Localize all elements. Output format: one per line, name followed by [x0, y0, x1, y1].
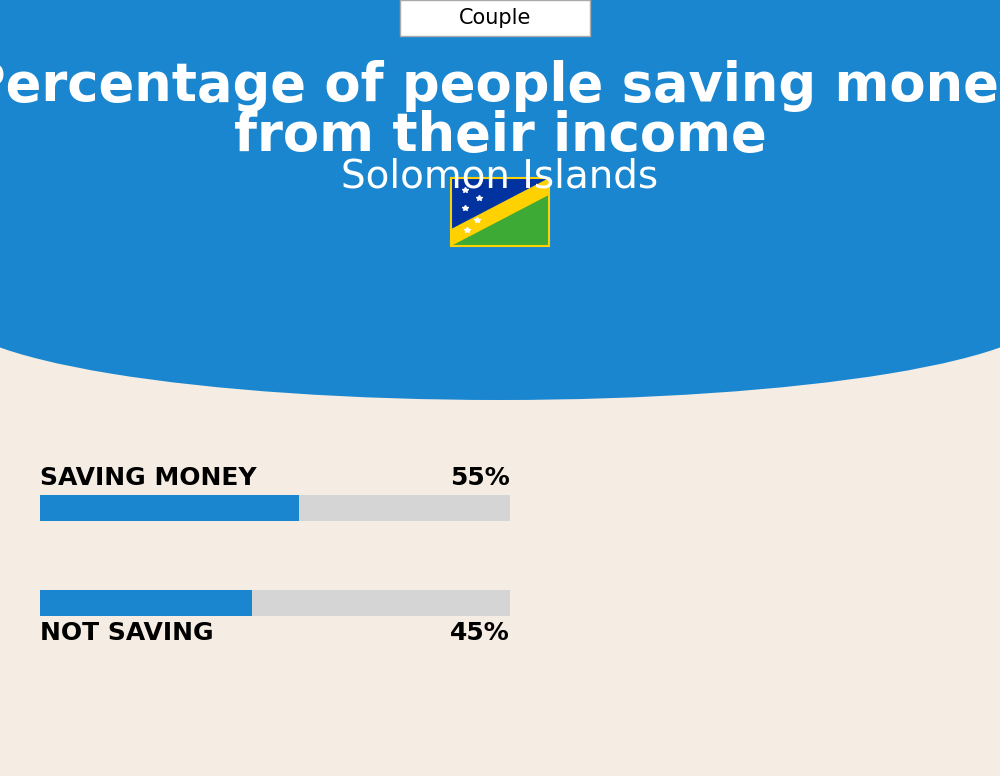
Text: Solomon Islands: Solomon Islands — [341, 157, 659, 195]
Text: Couple: Couple — [459, 8, 531, 28]
Bar — [451, 178, 549, 246]
Polygon shape — [451, 178, 549, 246]
Text: 55%: 55% — [450, 466, 510, 490]
Bar — [40, 590, 510, 616]
Text: 45%: 45% — [450, 621, 510, 645]
Polygon shape — [451, 178, 549, 246]
Bar — [451, 178, 549, 246]
Text: SAVING MONEY: SAVING MONEY — [40, 466, 257, 490]
Text: Percentage of people saving money: Percentage of people saving money — [0, 60, 1000, 112]
Bar — [0, 0, 1000, 310]
Text: NOT SAVING: NOT SAVING — [40, 621, 214, 645]
Ellipse shape — [0, 220, 1000, 400]
Bar — [40, 590, 252, 616]
Bar — [400, 0, 590, 36]
Bar — [40, 495, 298, 521]
Bar — [40, 495, 510, 521]
Text: from their income: from their income — [234, 110, 766, 162]
